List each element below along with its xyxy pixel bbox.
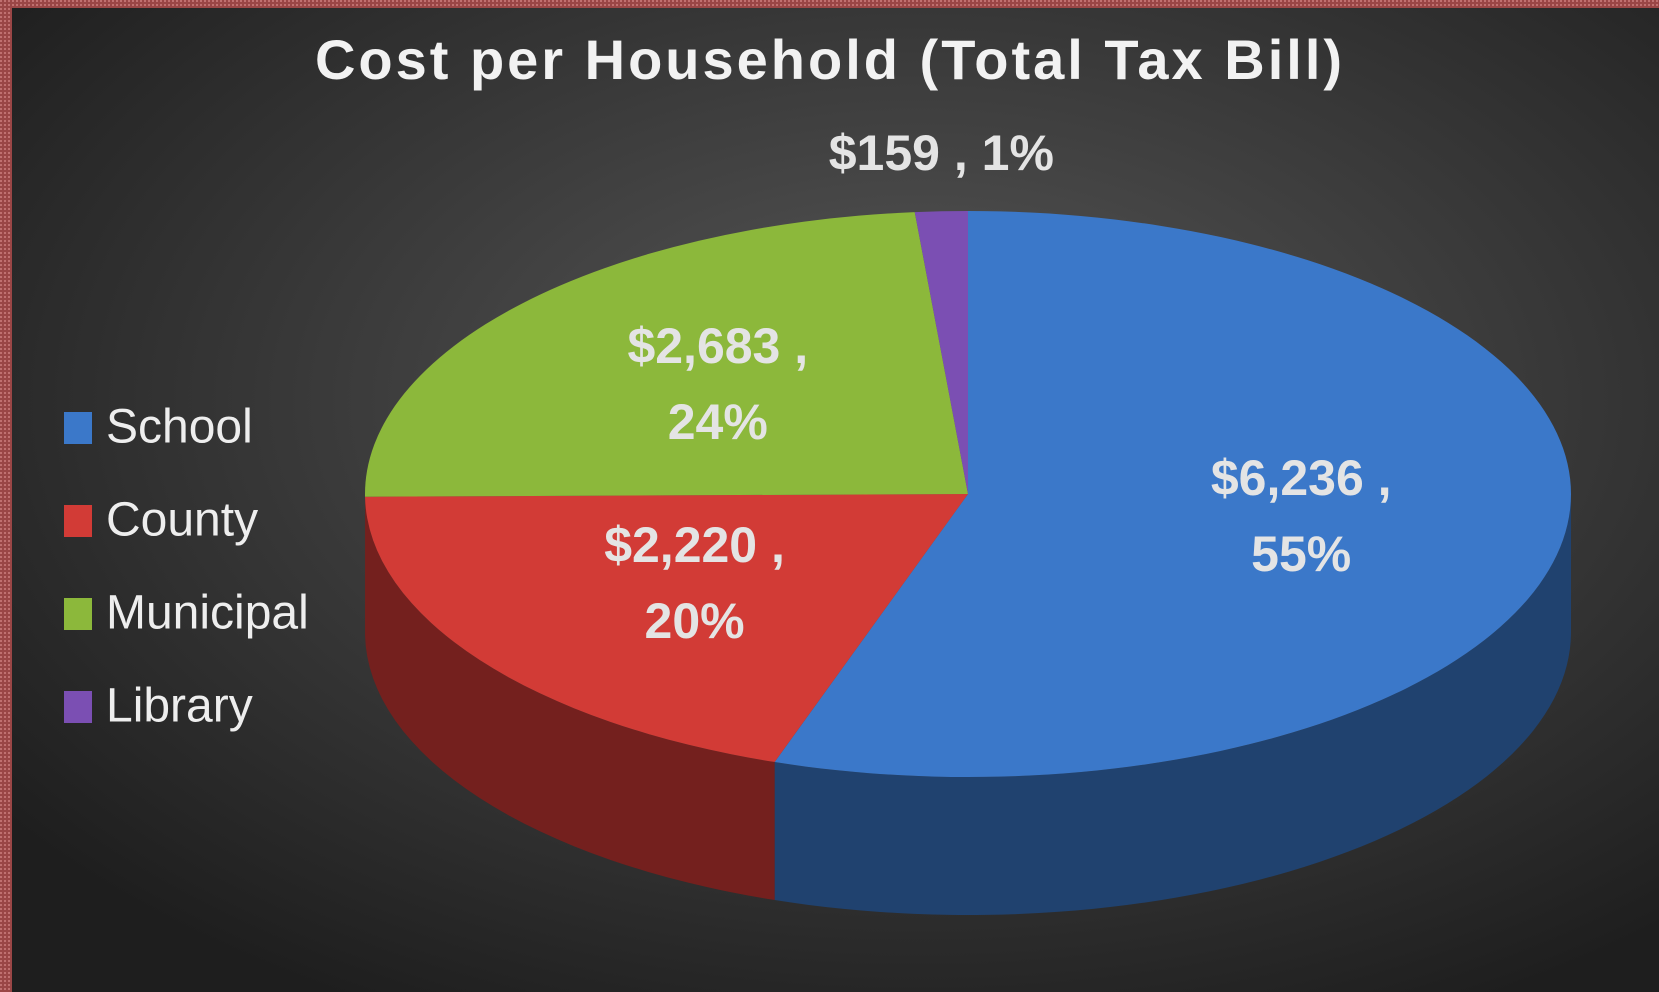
pie [365,211,1571,915]
legend-label: Municipal [106,587,309,640]
data-label: $159 , 1% [829,125,1054,181]
slice-side [365,496,775,901]
legend-label: School [106,401,253,454]
data-label: 24% [668,394,768,450]
data-labels: $6,236 , 55% $2,220 , 20% $2,683 , 24% $159 , … [604,125,1391,649]
slice-side [774,494,1571,915]
data-label: 20% [645,593,745,649]
legend-label: County [106,494,258,547]
legend-swatch [64,505,92,537]
chart-title: Cost per Household (Total Tax Bill) [315,28,1345,91]
slice [365,212,968,497]
data-label: 55% [1251,526,1351,582]
data-label: $6,236 , [1211,450,1392,506]
legend-swatch [64,598,92,630]
slice [774,211,1571,777]
legend-label: Library [106,680,253,733]
legend: School County Municipal Library [64,401,309,733]
data-label: $2,683 , [627,318,808,374]
slice [365,494,968,763]
legend-swatch [64,691,92,723]
legend-swatch [64,412,92,444]
slice [914,211,968,494]
data-label: $2,220 , [604,517,785,573]
